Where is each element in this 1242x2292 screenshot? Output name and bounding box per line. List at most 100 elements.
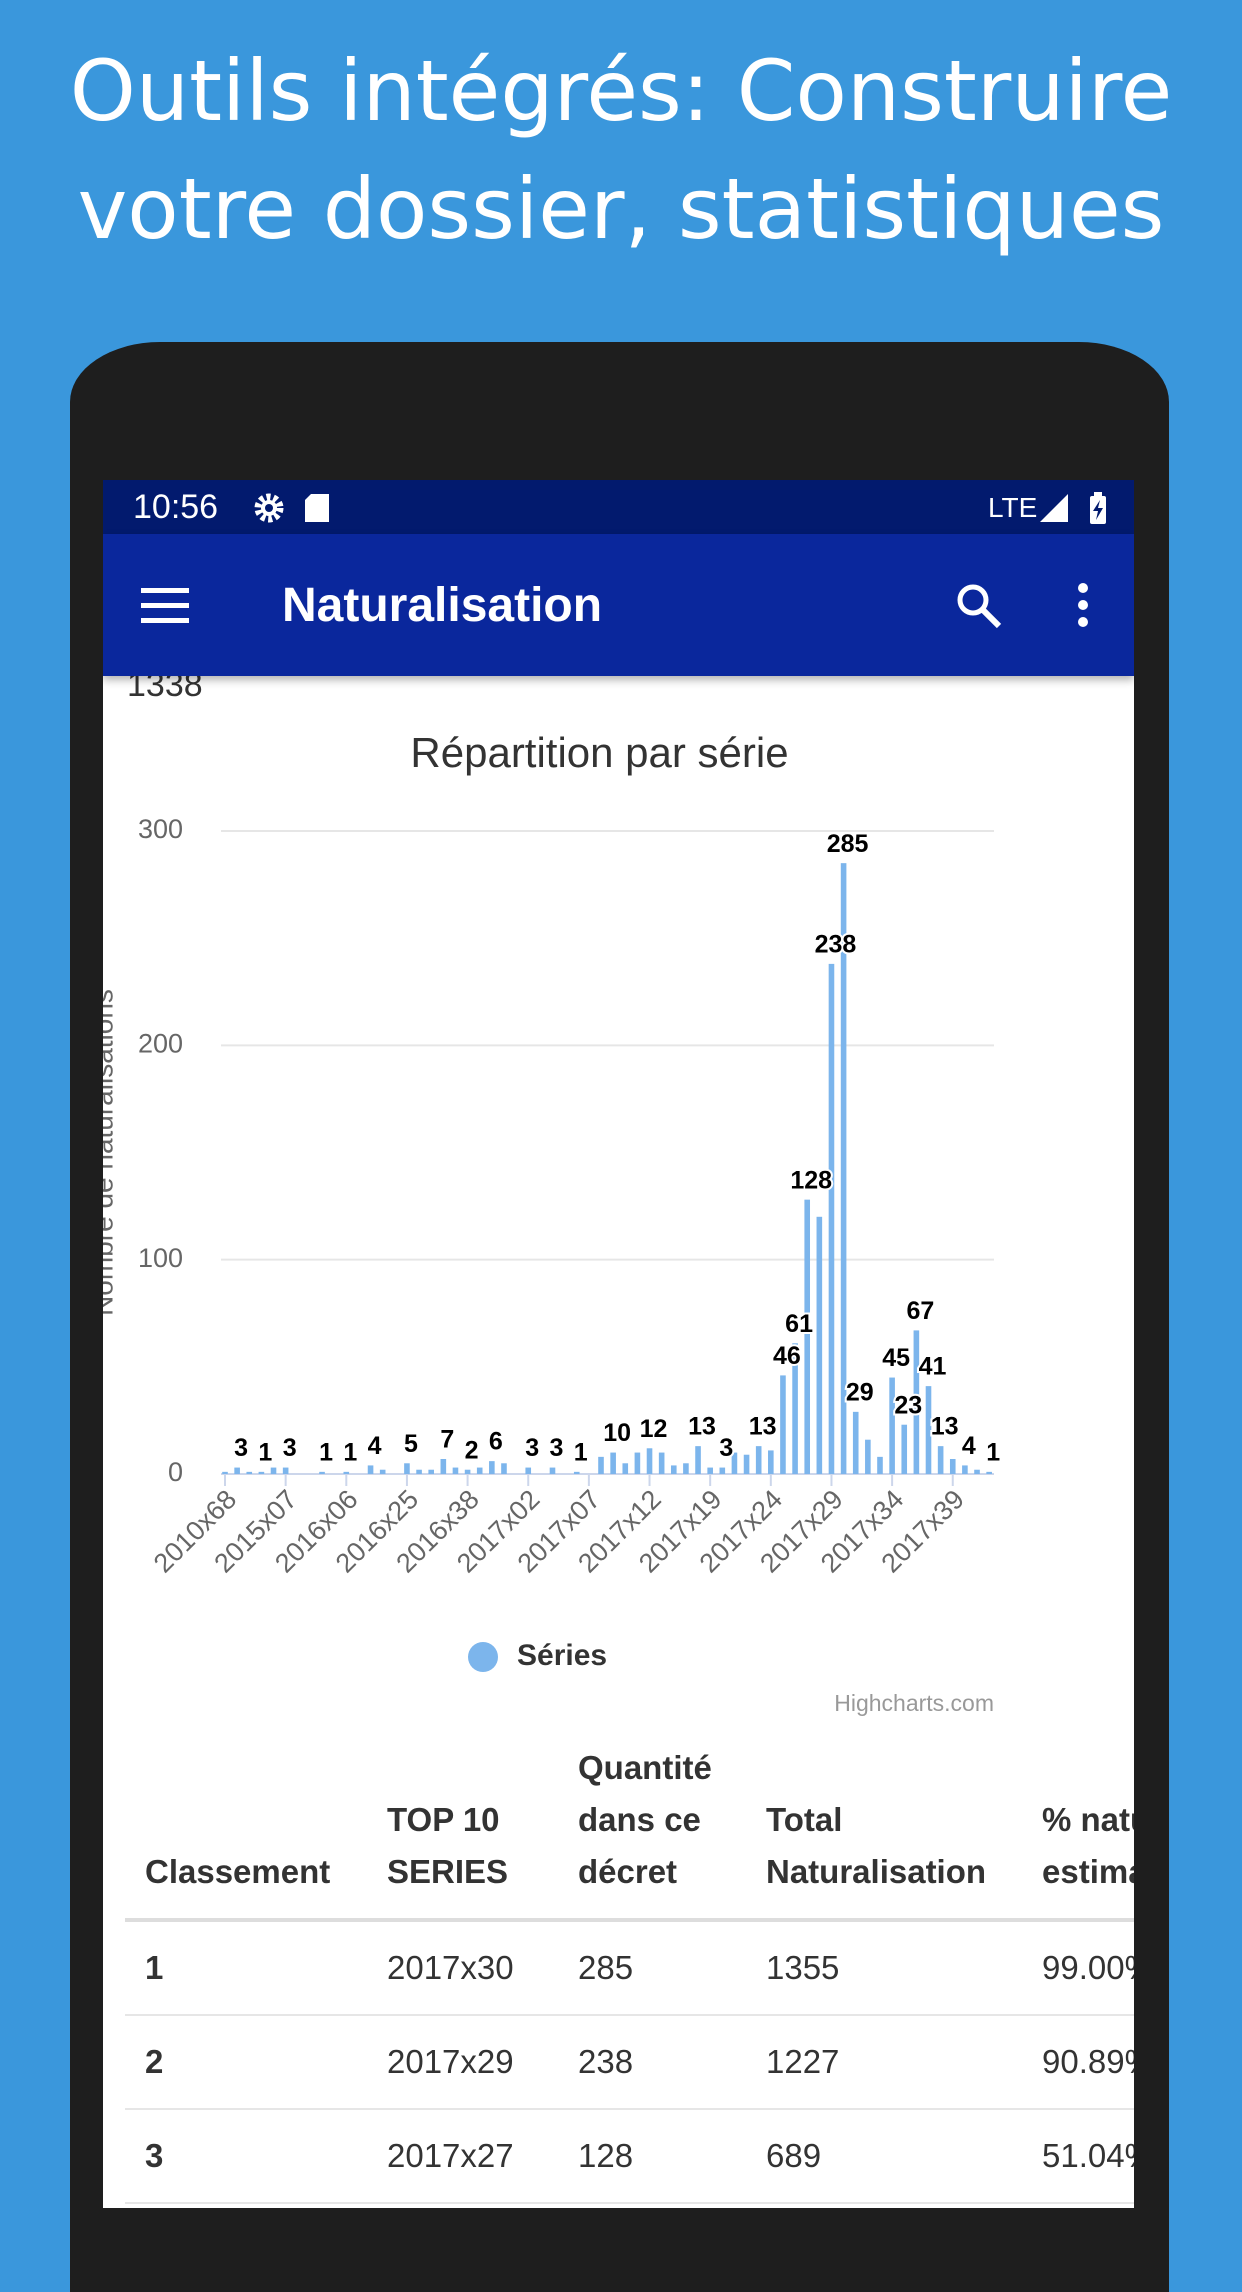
bar [246,1471,253,1474]
table-cell: 3 [125,2109,367,2204]
table-cell: 2 [125,2015,367,2110]
data-label: 46 [773,1342,801,1370]
bar [343,1471,350,1474]
status-bar: 10:56 LTE [103,480,1134,534]
bar [877,1456,883,1474]
bar [440,1458,447,1474]
data-label: 3 [550,1434,564,1462]
bar [719,1467,726,1474]
data-label: 13 [931,1413,959,1441]
app-bar: Naturalisation [103,534,1134,676]
search-button[interactable] [955,582,1005,632]
bar [925,1386,932,1474]
table-cell: 99.00% [1022,1920,1134,2016]
y-tick-label: 100 [138,1243,183,1273]
data-label: 13 [749,1413,777,1441]
credit: Highcharts.com [834,1690,994,1716]
data-label: 6 [489,1428,503,1456]
bar [768,1450,774,1474]
bar [865,1439,871,1474]
bar [670,1465,677,1474]
bar [598,1456,604,1474]
column-header: Total Naturalisation [746,1740,1022,1922]
bar [852,1411,859,1474]
table-body: 12017x30285135599.00%22017x29238122790.8… [125,1920,1134,2204]
data-label: 61 [785,1310,813,1338]
data-label: 45 [882,1344,910,1372]
bar [452,1467,459,1474]
table-cell: 689 [746,2109,1022,2204]
column-header: Quantité dans ce décret [558,1740,746,1922]
screen: 10:56 LTE Naturalisation 1338 Répartitio… [103,480,1134,2208]
data-label: 29 [846,1378,874,1406]
table-cell: 51.04% [1022,2109,1134,2204]
table-cell: 285 [558,1920,746,2016]
table-header: Classement TOP 10 SERIES Quantité dans ce … [125,1740,1134,1922]
y-tick-label: 300 [138,814,183,844]
bar [683,1463,689,1474]
data-label: 1 [319,1438,333,1466]
bar [816,1216,823,1474]
signal-battery [1040,492,1106,524]
bar [622,1463,629,1474]
data-label: 238 [815,930,857,958]
bar [780,1375,786,1474]
bar [404,1463,410,1474]
bar [428,1469,434,1474]
bar [416,1469,422,1474]
bar [804,1199,811,1474]
bar [646,1448,653,1474]
bar [489,1461,495,1474]
more-button[interactable] [1075,582,1091,628]
data-label: 1 [258,1438,272,1466]
bar [573,1471,580,1474]
bar [258,1471,265,1474]
data-label: 67 [906,1297,934,1325]
data-label: 10 [603,1419,631,1447]
table-cell: 1355 [746,1920,1022,2016]
time: 10:56 [133,488,219,526]
data-label: 7 [440,1426,454,1454]
bar [840,863,847,1474]
data-label: 1 [986,1438,1000,1466]
headline: Outils intégrés: Construire votre dossie… [0,32,1242,268]
top-series-table: Classement TOP 10 SERIES Quantité dans ce … [125,1740,1134,2204]
data-label: 128 [790,1166,832,1194]
legend-label: Séries [517,1639,607,1672]
bar [319,1471,325,1474]
bar [792,1343,798,1474]
data-label: 12 [640,1415,668,1443]
bar [464,1469,471,1474]
bar [743,1454,750,1474]
data-label: 2 [465,1436,479,1464]
headline-line: votre dossier, statistiques [77,160,1165,258]
table-cell: 1227 [746,2015,1022,2110]
bar [525,1467,532,1474]
bar [222,1471,228,1474]
data-label: 3 [234,1434,248,1462]
data-label: 1 [343,1438,357,1466]
bar [901,1424,908,1474]
data-label: 4 [962,1432,976,1460]
column-header: % naturalisation estimation [1022,1740,1134,1922]
table-cell: 2017x30 [367,1920,558,2016]
table-cell: 2017x29 [367,2015,558,2110]
bar [974,1469,980,1474]
bar [501,1463,507,1474]
page: Outils intégrés: Construire votre dossie… [0,32,1242,2292]
bar [234,1467,240,1474]
headline-line: Outils intégrés: Construire [69,42,1173,140]
data-label: 41 [919,1353,947,1381]
table-cell: 238 [558,2015,746,2110]
table-cell: 2017x27 [367,2109,558,2204]
bar [476,1467,483,1474]
column-header: TOP 10 SERIES [367,1740,558,1922]
bar [731,1452,738,1474]
data-label: 285 [827,830,869,858]
legend-marker [468,1642,498,1672]
bar [379,1469,386,1474]
menu-button[interactable] [141,586,191,624]
